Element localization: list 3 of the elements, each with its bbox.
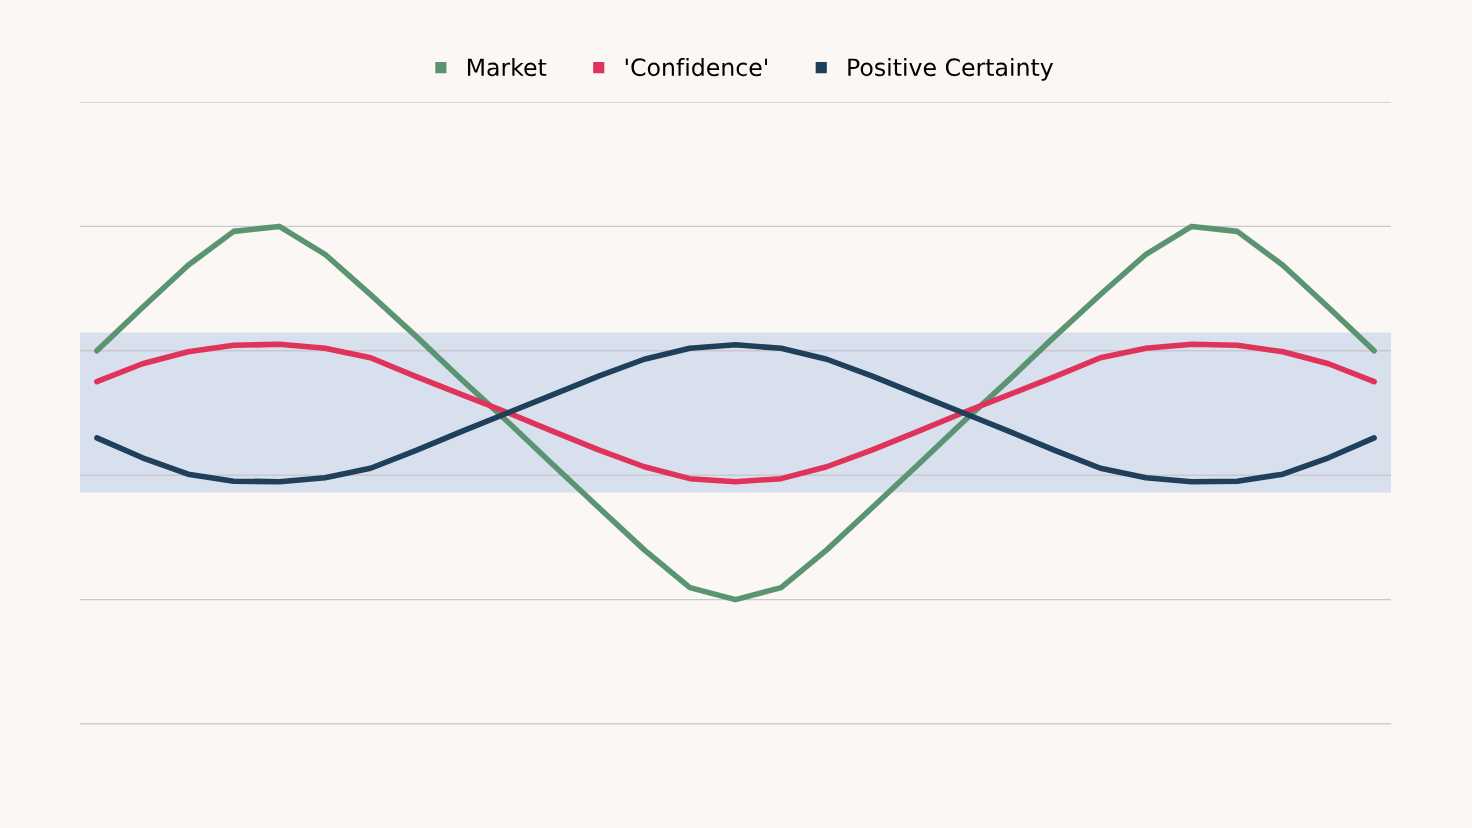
legend-label: 'Confidence' — [625, 57, 768, 77]
legend-label: Market — [467, 57, 547, 77]
legend-label: Positive Certainty — [848, 57, 1054, 81]
